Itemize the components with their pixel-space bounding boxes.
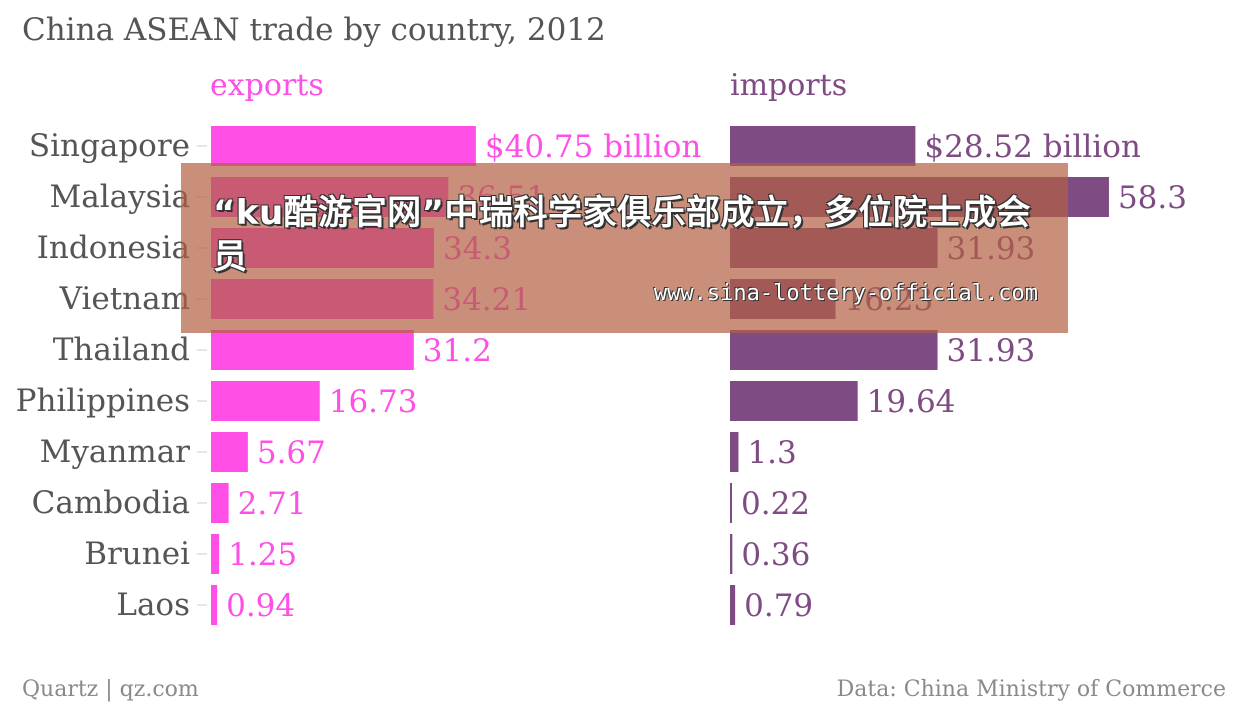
imports-value-label: 19.64 (867, 384, 956, 420)
category-label: Thailand (53, 332, 190, 368)
banner-headline: “ku酷游官网”中瑞科学家俱乐部成立，多位院士成会员 (213, 193, 1032, 277)
source-credit: Quartz | qz.com (22, 677, 199, 702)
imports-value-label: $28.52 billion (924, 129, 1140, 165)
exports-bar (211, 330, 414, 370)
category-label: Vietnam (59, 281, 190, 317)
imports-bar (730, 534, 733, 574)
data-source: Data: China Ministry of Commerce (836, 677, 1226, 702)
imports-value-label: 58.3 (1118, 180, 1187, 216)
imports-panel-label: imports (730, 68, 848, 103)
imports-bar (730, 381, 858, 421)
imports-bar (730, 330, 938, 370)
imports-bar (730, 585, 736, 625)
category-label: Myanmar (40, 434, 191, 470)
imports-value-label: 0.22 (741, 486, 810, 522)
category-label: Malaysia (50, 179, 190, 215)
exports-bar (211, 381, 320, 421)
category-label: Indonesia (37, 230, 190, 266)
imports-bar (730, 126, 916, 166)
category-label: Laos (116, 587, 190, 623)
imports-bar (730, 483, 732, 523)
exports-panel-label: exports (210, 68, 324, 103)
exports-value-label: 1.25 (228, 537, 297, 573)
exports-bar (211, 126, 476, 166)
exports-bar (211, 585, 218, 625)
category-label: Brunei (84, 536, 190, 572)
imports-bar (730, 432, 739, 472)
imports-value-label: 1.3 (747, 435, 796, 471)
exports-value-label: 2.71 (238, 486, 307, 522)
imports-value-label: 0.36 (741, 537, 810, 573)
imports-value-label: 31.93 (947, 333, 1036, 369)
category-label: Singapore (29, 128, 190, 164)
watermark-banner: “ku酷游官网”中瑞科学家俱乐部成立，多位院士成会员 www.sina-lott… (181, 163, 1068, 333)
chart-title: China ASEAN trade by country, 2012 (22, 12, 606, 48)
exports-value-label: 0.94 (226, 588, 295, 624)
exports-value-label: 31.2 (423, 333, 492, 369)
exports-bar (211, 432, 248, 472)
exports-value-label: 16.73 (329, 384, 418, 420)
exports-value-label: $40.75 billion (485, 129, 701, 165)
imports-value-label: 0.79 (744, 588, 813, 624)
exports-bar (211, 534, 220, 574)
category-label: Philippines (16, 383, 190, 419)
exports-bar (211, 483, 229, 523)
banner-url: www.sina-lottery-official.com (653, 281, 1038, 306)
category-label: Cambodia (32, 485, 190, 521)
exports-value-label: 5.67 (257, 435, 326, 471)
